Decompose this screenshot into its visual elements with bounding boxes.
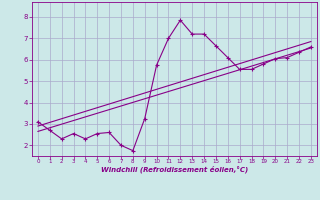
X-axis label: Windchill (Refroidissement éolien,°C): Windchill (Refroidissement éolien,°C) [101,166,248,173]
